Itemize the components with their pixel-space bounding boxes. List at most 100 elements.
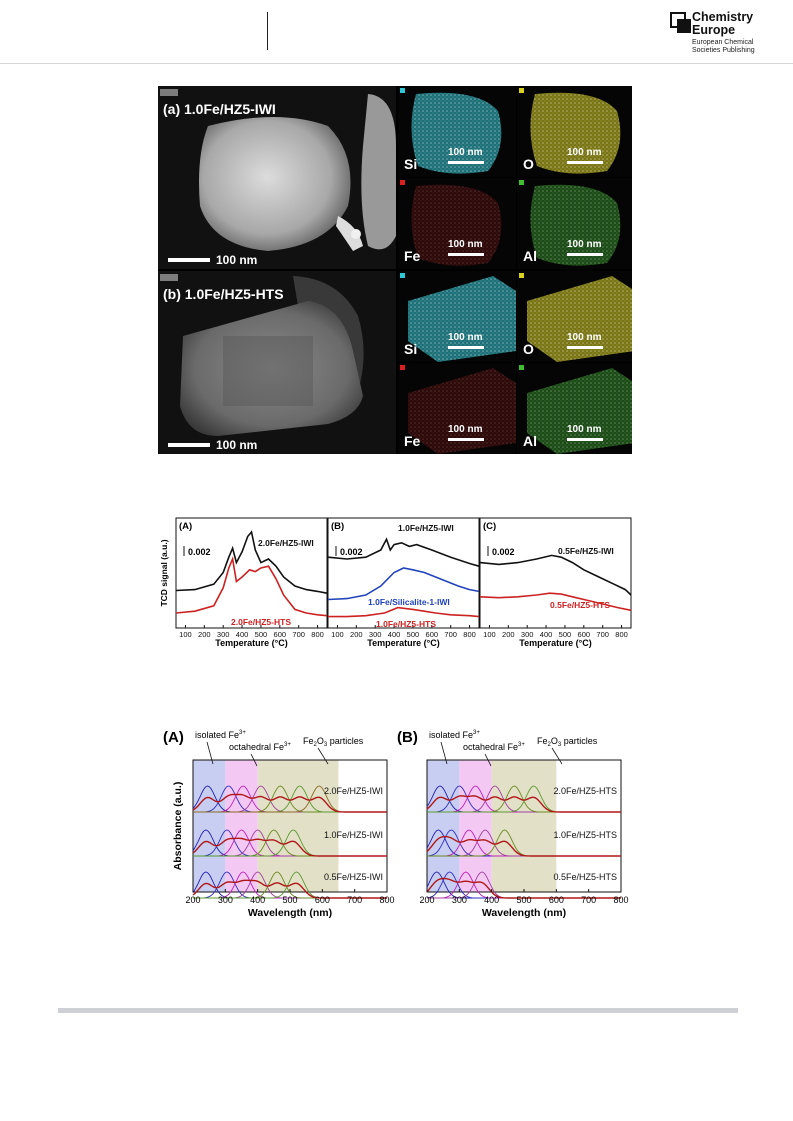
chemistry-europe-logo[interactable]: Chemistry Europe European Chemical Socie… xyxy=(668,10,788,58)
tpd-tick-label: 200 xyxy=(350,630,363,639)
uv-tick-label: 600 xyxy=(315,895,330,905)
tpd-series-line xyxy=(175,556,328,617)
tpd-chart-1: 100 200 300 400 500 600 700 800 Temperature (°C)… xyxy=(327,517,480,648)
uv-tick-label: 400 xyxy=(484,895,499,905)
tpd-tick-label: 800 xyxy=(463,630,476,639)
eds-element-label: O xyxy=(523,341,534,357)
tpd-tick-label: 800 xyxy=(615,630,628,639)
uv-series-label: 2.0Fe/HZ5-HTS xyxy=(553,786,617,796)
eds-map-al: Al 100 nm xyxy=(517,363,632,454)
uv-tick-label: 800 xyxy=(613,895,628,905)
uv-tick-label: 200 xyxy=(185,895,200,905)
uv-vis-figure: 2.0Fe/HZ5-IWI 1.0Fe/HZ5-IWI 0.5Fe/HZ5-IWI 2… xyxy=(163,729,629,919)
uv-fe2o3-label: Fe2O3 particles xyxy=(303,736,364,748)
eds-scale-label: 100 nm xyxy=(448,332,483,343)
eds-map-o: O 100 nm xyxy=(517,271,632,362)
tpd-series-label: 1.0Fe/Silicalite-1-IWI xyxy=(368,597,450,607)
uv-region xyxy=(257,760,339,892)
uv-tick-label: 500 xyxy=(282,895,297,905)
tpd-series-label: 0.5Fe/HZ5-IWI xyxy=(558,546,614,556)
uv-isolated-label: isolated Fe3+ xyxy=(429,730,480,740)
tpd-chart-2: 100 200 300 400 500 600 700 800 Temperature (°C)… xyxy=(479,517,632,648)
uv-xlabel: Wavelength (nm) xyxy=(248,907,332,919)
tpd-panel-label: (B) xyxy=(331,521,344,532)
logo-line-1: Chemistry xyxy=(692,10,754,24)
tpd-xlabel: Temperature (°C) xyxy=(519,638,591,648)
eds-element-label: Fe xyxy=(404,248,421,264)
eds-element-label: Al xyxy=(523,248,537,264)
uv-fe2o3-label: Fe2O3 particles xyxy=(537,736,598,748)
uv-envelope xyxy=(192,879,387,899)
tpd-scale-bar: 0.002 xyxy=(340,547,363,557)
tpd-tick-label: 600 xyxy=(426,630,439,639)
tpd-tick-label: 400 xyxy=(236,630,249,639)
eds-map-o: O 100 nm xyxy=(517,86,632,177)
tpd-series-label: 1.0Fe/HZ5-HTS xyxy=(376,619,436,629)
eds-element-label: Si xyxy=(404,341,417,357)
uv-tick-label: 700 xyxy=(581,895,596,905)
eds-element-label: Fe xyxy=(404,433,421,449)
tpd-series-line xyxy=(479,592,632,612)
uv-series-label: 1.0Fe/HZ5-IWI xyxy=(324,830,383,840)
eds-scale-label: 100 nm xyxy=(448,147,483,158)
panel-a-label: (a) 1.0Fe/HZ5-IWI xyxy=(163,101,276,117)
logo-line-3: European Chemical xyxy=(692,39,754,46)
uv-region xyxy=(193,760,226,892)
eds-map-fe: Fe 100 nm xyxy=(398,363,516,454)
uv-envelope xyxy=(426,877,621,899)
uv-series-label: 0.5Fe/HZ5-HTS xyxy=(553,872,617,882)
eds-map-si: Si 100 nm xyxy=(398,86,516,177)
panel-b-label: (b) 1.0Fe/HZ5-HTS xyxy=(163,286,284,302)
logo-line-2: Europe xyxy=(692,23,736,37)
uv-envelope xyxy=(192,793,387,813)
tpd-series-line xyxy=(327,567,480,601)
uv-region xyxy=(225,760,258,892)
uv-tick-label: 200 xyxy=(419,895,434,905)
eds-element-label: Si xyxy=(404,156,417,172)
uv-tick-label: 400 xyxy=(250,895,265,905)
uv-series-label: 0.5Fe/HZ5-IWI xyxy=(324,872,383,882)
eds-scale-label: 100 nm xyxy=(567,147,602,158)
uv-series-label: 2.0Fe/HZ5-IWI xyxy=(324,786,383,796)
uv-region xyxy=(459,760,492,892)
tpd-series-label: 2.0Fe/HZ5-IWI xyxy=(258,538,314,548)
tpd-tick-label: 200 xyxy=(502,630,515,639)
tpd-series-label: 1.0Fe/HZ5-IWI xyxy=(398,523,454,533)
tpd-tick-label: 300 xyxy=(521,630,534,639)
eds-scale-label: 100 nm xyxy=(448,239,483,250)
tpd-tick-label: 700 xyxy=(596,630,609,639)
tpd-tick-label: 600 xyxy=(578,630,591,639)
tpd-series-label: 0.5Fe/HZ5-HTS xyxy=(550,600,610,610)
eds-scale-label: 100 nm xyxy=(448,424,483,435)
uv-chart-1: 2.0Fe/HZ5-HTS 1.0Fe/HZ5-HTS 0.5Fe/HZ5-HTS 2… xyxy=(397,729,629,919)
tpd-ylabel: TCD signal (a.u.) xyxy=(159,539,169,606)
uv-tick-label: 500 xyxy=(516,895,531,905)
tpd-figure: 100 200 300 400 500 600 700 800 Temperature (°C)… xyxy=(159,517,632,648)
uv-tick-label: 800 xyxy=(379,895,394,905)
eds-map-fe: Fe 100 nm xyxy=(398,178,516,269)
tpd-tick-label: 800 xyxy=(311,630,324,639)
tem-eds-figure: (a) 1.0Fe/HZ5-IWI 100 nm (b) 1.0Fe/HZ5-H… xyxy=(158,86,632,454)
tpd-xlabel: Temperature (°C) xyxy=(367,638,439,648)
eds-scale-label: 100 nm xyxy=(567,424,602,435)
tpd-tick-label: 500 xyxy=(559,630,572,639)
uv-envelope xyxy=(192,837,387,857)
eds-scale-label: 100 nm xyxy=(567,332,602,343)
tpd-panel-label: (C) xyxy=(483,521,496,532)
uv-tick-label: 700 xyxy=(347,895,362,905)
tpd-tick-label: 500 xyxy=(407,630,420,639)
tpd-tick-label: 100 xyxy=(331,630,344,639)
uv-octahedral-label: octahedral Fe3+ xyxy=(229,742,291,752)
tpd-tick-label: 400 xyxy=(388,630,401,639)
uv-tick-label: 300 xyxy=(218,895,233,905)
tpd-tick-label: 100 xyxy=(483,630,496,639)
panel-b-scale: 100 nm xyxy=(216,438,257,452)
tpd-tick-label: 100 xyxy=(179,630,192,639)
uv-envelope xyxy=(426,795,621,813)
tpd-chart-0: 100 200 300 400 500 600 700 800 Temperature (°C)… xyxy=(159,517,328,648)
header-rule xyxy=(0,63,793,64)
tem-panel-b: (b) 1.0Fe/HZ5-HTS 100 nm xyxy=(158,271,396,454)
tpd-series-line xyxy=(175,530,328,594)
uv-region xyxy=(427,760,460,892)
